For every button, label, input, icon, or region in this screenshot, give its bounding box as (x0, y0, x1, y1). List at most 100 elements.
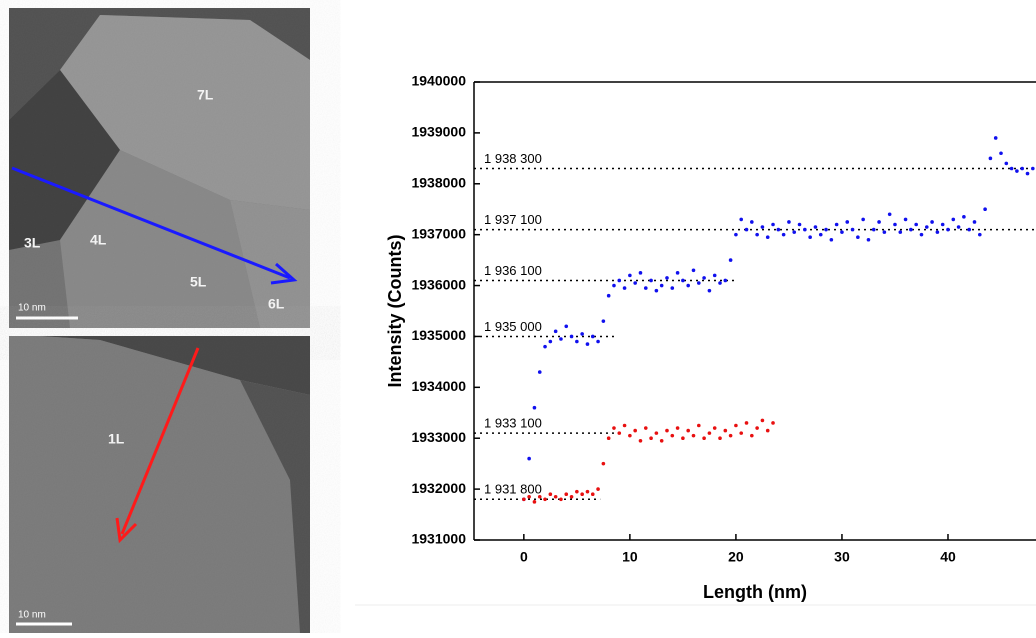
data-point (914, 222, 918, 227)
data-point (930, 220, 934, 224)
layer-label: 5L (190, 274, 207, 290)
data-point (543, 497, 547, 502)
data-point (792, 230, 797, 234)
data-point (765, 235, 770, 240)
data-point (643, 286, 648, 290)
data-point (686, 283, 690, 288)
data-point (659, 283, 664, 288)
y-tick-label: 1936000 (411, 276, 466, 292)
reference-label: 1 937 100 (484, 212, 542, 227)
data-point (691, 433, 696, 438)
data-point (803, 227, 807, 232)
data-point (585, 489, 590, 494)
data-point (871, 227, 876, 232)
x-tick-label: 0 (520, 549, 528, 565)
y-tick-label: 1940000 (411, 73, 466, 89)
data-point (643, 426, 648, 430)
data-point (797, 222, 802, 227)
scale-bar-label: 10 nm (18, 610, 46, 621)
data-point (728, 433, 733, 438)
data-point (776, 227, 781, 232)
data-point (924, 225, 929, 229)
data-point (691, 268, 696, 273)
reference-label: 1 933 100 (484, 416, 542, 431)
data-point (537, 494, 542, 499)
data-point (697, 423, 701, 428)
data-point (707, 431, 712, 435)
data-point (813, 225, 818, 229)
data-point (834, 222, 839, 227)
data-point (903, 217, 908, 222)
data-point (718, 281, 722, 285)
data-point (1009, 166, 1014, 171)
data-point (638, 438, 643, 443)
reference-label: 1 936 100 (484, 263, 542, 278)
data-point (622, 286, 627, 290)
data-point (675, 426, 680, 430)
data-point (569, 494, 574, 499)
data-point (750, 433, 754, 438)
data-point (553, 494, 558, 499)
data-point (543, 344, 547, 349)
data-point (548, 339, 553, 344)
data-point (829, 237, 834, 242)
data-point (527, 494, 531, 499)
data-point (856, 235, 860, 240)
y-tick-label: 1937000 (411, 225, 466, 241)
x-tick-label: 30 (834, 549, 850, 565)
data-point (744, 227, 749, 232)
data-point (771, 421, 775, 425)
data-point (675, 271, 680, 275)
layer-label: 6L (268, 296, 285, 312)
data-point (697, 281, 701, 285)
data-point (978, 232, 982, 237)
data-point (898, 230, 903, 234)
data-point (956, 225, 961, 229)
data-point (734, 232, 738, 237)
data-point (564, 492, 569, 497)
data-point (824, 227, 828, 232)
data-point (951, 217, 956, 222)
data-point (596, 339, 600, 344)
data-point (1025, 171, 1030, 176)
data-point (919, 232, 924, 237)
data-point (559, 497, 563, 502)
reference-label: 1 935 000 (484, 319, 542, 334)
data-point (702, 276, 706, 280)
data-point (983, 207, 987, 212)
layer-label: 1L (108, 431, 125, 447)
data-point (617, 278, 622, 283)
data-point (755, 426, 759, 430)
data-point (612, 283, 616, 288)
data-point (887, 212, 892, 217)
data-point (866, 237, 871, 242)
data-point (787, 220, 791, 224)
data-point (1015, 169, 1019, 173)
data-point (532, 500, 537, 504)
data-point (718, 436, 722, 441)
data-point (670, 433, 675, 438)
data-point (638, 271, 643, 275)
data-point (946, 227, 950, 232)
data-point (633, 281, 637, 285)
data-point (601, 319, 606, 323)
data-point (739, 217, 744, 222)
data-point (1031, 166, 1035, 171)
micrograph-bottom (9, 336, 310, 633)
data-point (760, 418, 765, 423)
data-point (967, 227, 971, 232)
data-point (564, 324, 569, 329)
data-point (818, 232, 823, 237)
data-point (628, 273, 632, 278)
data-point (659, 438, 664, 443)
scale-bar-label: 10 nm (18, 303, 46, 314)
data-point (744, 421, 749, 425)
data-point (1004, 161, 1009, 166)
data-point (728, 258, 733, 262)
data-point (606, 293, 611, 298)
data-point (712, 273, 717, 278)
x-axis-label: Length (nm) (703, 582, 807, 602)
x-tick-label: 40 (940, 549, 956, 565)
